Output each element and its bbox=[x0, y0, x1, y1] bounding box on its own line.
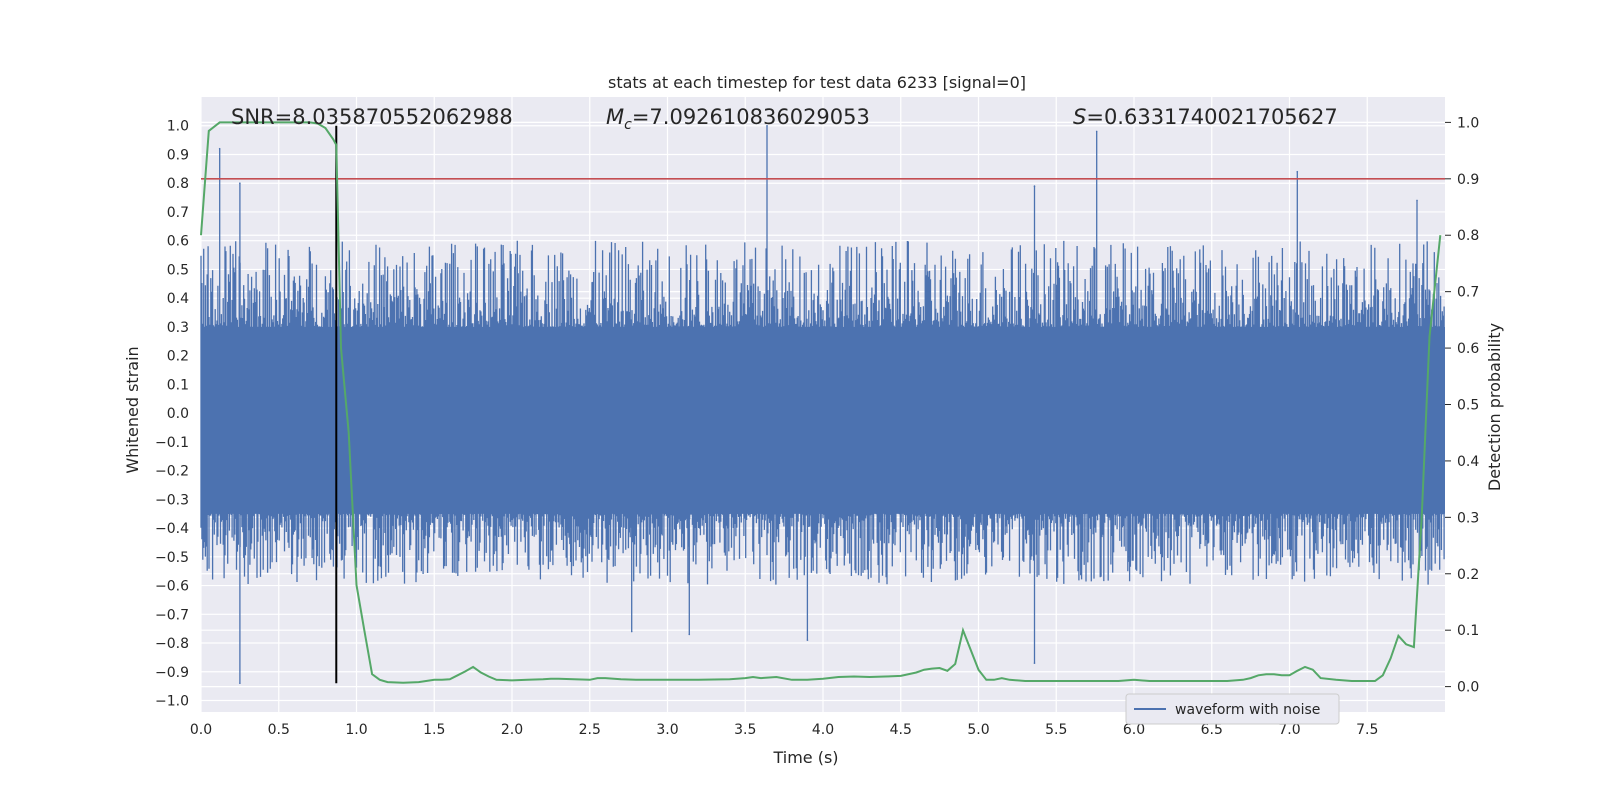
y-tick-label-right: 0.0 bbox=[1457, 680, 1479, 696]
y-tick-label-left: 0.1 bbox=[167, 377, 189, 393]
x-tick-label: 3.0 bbox=[656, 722, 678, 738]
s-annotation: S=0.6331740021705627 bbox=[1073, 105, 1338, 129]
overlays bbox=[200, 121, 1445, 684]
legend-label-waveform: waveform with noise bbox=[1175, 702, 1320, 718]
x-tick-label: 7.0 bbox=[1278, 722, 1300, 738]
snr-annotation: SNR=8.035870552062988 bbox=[231, 105, 513, 129]
waveform-peak-point bbox=[630, 630, 633, 633]
y-tick-label-left: 0.2 bbox=[167, 349, 189, 365]
y-tick-label-left: 0.4 bbox=[167, 291, 189, 307]
x-tick-label: 3.5 bbox=[734, 722, 756, 738]
waveform-peak-point bbox=[1033, 662, 1036, 664]
y-tick-label-left: −0.3 bbox=[155, 492, 189, 508]
x-axis-label: Time (s) bbox=[772, 748, 838, 767]
waveform-peak-point bbox=[1033, 185, 1036, 187]
waveform-peak-point bbox=[239, 182, 241, 185]
y-tick-label-left: −0.1 bbox=[155, 435, 189, 451]
chirp-mass-annotation: Mc=7.092610836029053 bbox=[606, 105, 870, 133]
waveform-peak-point bbox=[1095, 130, 1098, 133]
series-waveform-with-noise bbox=[200, 124, 1445, 685]
x-tick-label: 1.0 bbox=[345, 722, 367, 738]
chirp-mass-subscript: c bbox=[624, 117, 632, 133]
waveform-peak-point bbox=[1416, 199, 1418, 202]
waveform-peak-point bbox=[806, 639, 809, 641]
y-tick-label-right: 0.9 bbox=[1457, 172, 1479, 188]
waveform-peak-point bbox=[218, 147, 221, 150]
waveform-spikes bbox=[200, 125, 1445, 684]
series-detection-probability bbox=[200, 121, 1442, 684]
y-tick-label-left: 1.0 bbox=[167, 119, 189, 135]
y-tick-label-left: 0.0 bbox=[167, 406, 189, 422]
x-tick-label: 1.5 bbox=[423, 722, 445, 738]
waveform-peak-point bbox=[766, 124, 768, 127]
x-tick-label: 6.5 bbox=[1201, 722, 1223, 738]
legend-box bbox=[1125, 693, 1340, 725]
y-tick-label-left: −0.8 bbox=[155, 636, 189, 652]
chirp-mass-value: =7.092610836029053 bbox=[632, 105, 870, 129]
y-tick-label-left: 0.9 bbox=[167, 147, 189, 163]
y-tick-label-left: −1.0 bbox=[155, 694, 189, 710]
chart-title: stats at each timestep for test data 623… bbox=[608, 73, 1026, 92]
y-tick-label-left: 0.3 bbox=[167, 320, 189, 336]
y-tick-label-left: 0.5 bbox=[167, 262, 189, 278]
y-tick-label-left: −0.6 bbox=[155, 579, 189, 595]
y-axis-label-right: Detection probability bbox=[1485, 323, 1504, 491]
y-tick-label-left: 0.7 bbox=[167, 205, 189, 221]
s-symbol: S bbox=[1073, 105, 1086, 129]
waveform-peak-point bbox=[1296, 170, 1299, 173]
y-tick-label-left: −0.2 bbox=[155, 464, 189, 480]
x-tick-label: 2.0 bbox=[501, 722, 523, 738]
waveform-peak-point bbox=[239, 682, 241, 685]
y-tick-label-right: 0.4 bbox=[1457, 454, 1479, 470]
y-tick-label-right: 0.5 bbox=[1457, 398, 1479, 414]
y-tick-label-left: −0.4 bbox=[155, 521, 189, 537]
x-tick-label: 4.5 bbox=[890, 722, 912, 738]
y-tick-label-left: 0.8 bbox=[167, 176, 189, 192]
y-tick-label-left: −0.7 bbox=[155, 607, 189, 623]
y-tick-label-left: −0.5 bbox=[155, 550, 189, 566]
x-tick-label: 5.5 bbox=[1045, 722, 1067, 738]
y-tick-label-right: 1.0 bbox=[1457, 115, 1479, 131]
x-tick-label: 0.0 bbox=[190, 722, 212, 738]
x-tick-label: 0.5 bbox=[268, 722, 290, 738]
y-tick-label-left: −0.9 bbox=[155, 665, 189, 681]
x-tick-label: 2.5 bbox=[579, 722, 601, 738]
y-axis-label-left: Whitened strain bbox=[123, 346, 142, 473]
x-tick-label: 5.0 bbox=[967, 722, 989, 738]
x-tick-label: 4.0 bbox=[812, 722, 834, 738]
waveform-peak-point bbox=[688, 633, 691, 636]
y-tick-label-right: 0.6 bbox=[1457, 341, 1479, 357]
y-tick-label-left: 0.6 bbox=[167, 234, 189, 250]
y-tick-label-right: 0.3 bbox=[1457, 510, 1479, 526]
legend: waveform with noise bbox=[1125, 693, 1340, 725]
y-tick-label-right: 0.8 bbox=[1457, 228, 1479, 244]
x-tick-label: 6.0 bbox=[1123, 722, 1145, 738]
ticks: 0.0 0.5 1.0 1.5 2.0 2.5 3.0 3.5 4.0 4.5 5.0 5.5 6.0 6… bbox=[155, 115, 1479, 738]
x-tick-label: 7.5 bbox=[1356, 722, 1378, 738]
y-tick-label-right: 0.1 bbox=[1457, 623, 1479, 639]
y-tick-label-right: 0.7 bbox=[1457, 285, 1479, 301]
s-value: =0.6331740021705627 bbox=[1086, 105, 1337, 129]
y-tick-label-right: 0.2 bbox=[1457, 567, 1479, 583]
chirp-mass-symbol: M bbox=[606, 105, 624, 129]
